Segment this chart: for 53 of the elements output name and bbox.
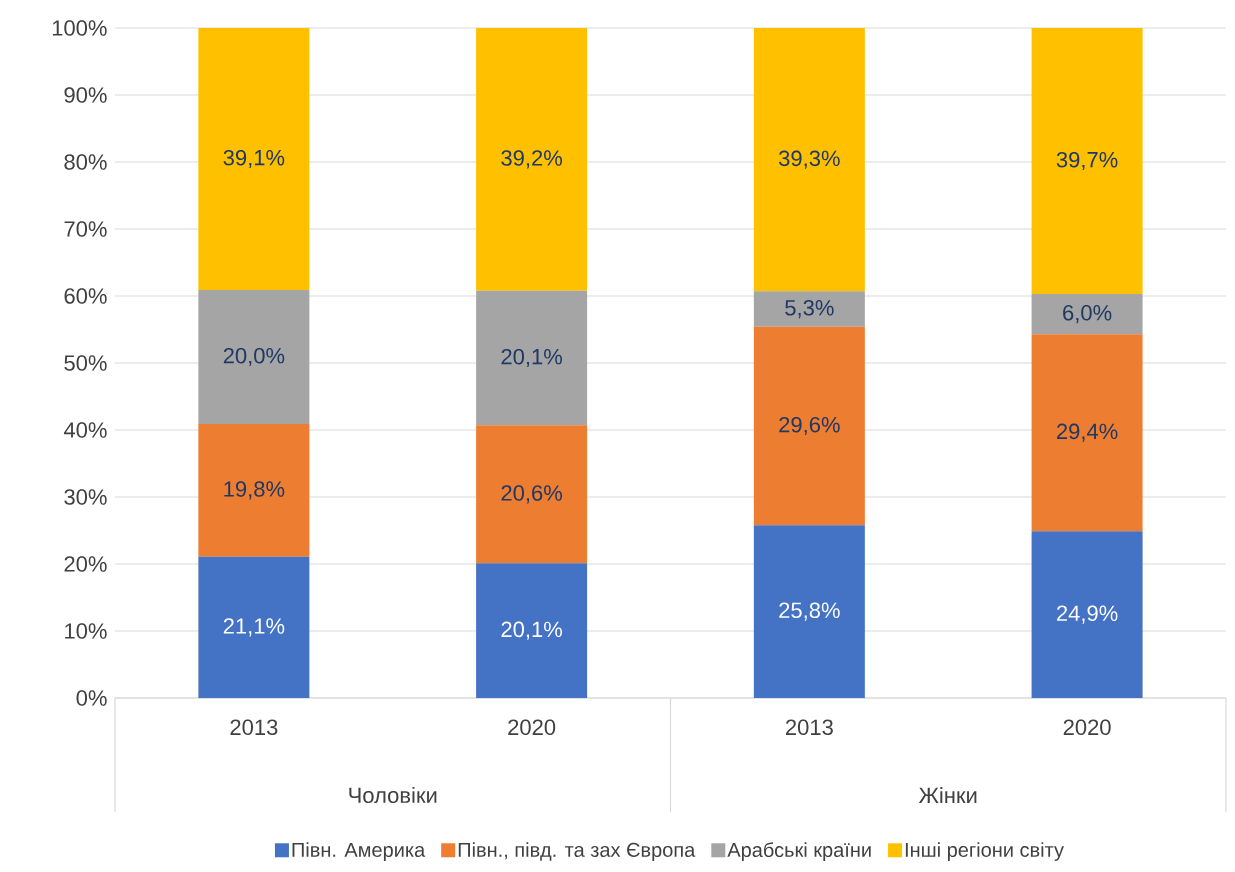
data-label: 39,3% [779, 150, 840, 169]
bar [1031, 28, 1143, 294]
data-label: 21,1% [223, 618, 285, 637]
legend-label: Інші регіони світу [905, 842, 1064, 861]
bar [198, 423, 310, 557]
legend-label: Півн., півд. та зах Європа [458, 842, 696, 861]
data-label: 39,1% [223, 149, 285, 169]
bar [198, 556, 310, 698]
bar [476, 425, 588, 564]
x-tick-label: 2020 [1063, 719, 1111, 736]
bar [1031, 531, 1143, 698]
y-tick-label: 0% [76, 690, 107, 706]
y-tick-label: 80% [64, 154, 107, 170]
bar [476, 563, 588, 698]
legend-label: Арабські країни [727, 842, 871, 862]
bar [753, 326, 865, 526]
data-label: 29,6% [779, 416, 840, 436]
bar [476, 290, 588, 426]
data-label: 39,7% [1056, 151, 1118, 171]
y-tick-label: 10% [65, 623, 107, 639]
bar [198, 289, 310, 424]
x-tick-label: 2020 [508, 719, 556, 736]
legend-label: Півн. Америка [292, 842, 426, 861]
bar [753, 28, 865, 292]
bar [753, 291, 865, 327]
y-tick-label: 40% [63, 422, 107, 438]
text: Чоловіки [349, 786, 437, 804]
data-label: 6,0% [1063, 305, 1112, 324]
data-label: 25,8% [779, 602, 840, 621]
bar [476, 28, 588, 291]
data-label: 20,6% [501, 485, 563, 504]
data-label: 29,4% [1057, 423, 1118, 442]
text: Жінки [918, 787, 977, 803]
y-tick-label: 70% [64, 221, 107, 237]
x-tick-label: 2013 [785, 719, 833, 736]
y-tick-label: 60% [64, 288, 107, 304]
y-tick-label: 20% [64, 556, 107, 572]
y-tick-label: 30% [64, 489, 107, 505]
data-label: 20,1% [501, 621, 563, 640]
data-label: 19,8% [224, 481, 285, 500]
bar [198, 28, 310, 290]
bar [1031, 334, 1143, 532]
bar [1031, 293, 1143, 335]
data-label: 5,3% [785, 299, 834, 319]
data-label: 20,0% [223, 347, 285, 367]
y-tick-label: 90% [64, 87, 107, 103]
bar [753, 525, 865, 698]
x-tick-label: 2013 [230, 719, 278, 736]
y-tick-label: 100% [52, 20, 107, 36]
data-label: 24,9% [1057, 605, 1118, 624]
data-label: 20,1% [501, 348, 563, 368]
y-tick-label: 50% [64, 355, 107, 371]
data-label: 39,2% [501, 150, 563, 169]
